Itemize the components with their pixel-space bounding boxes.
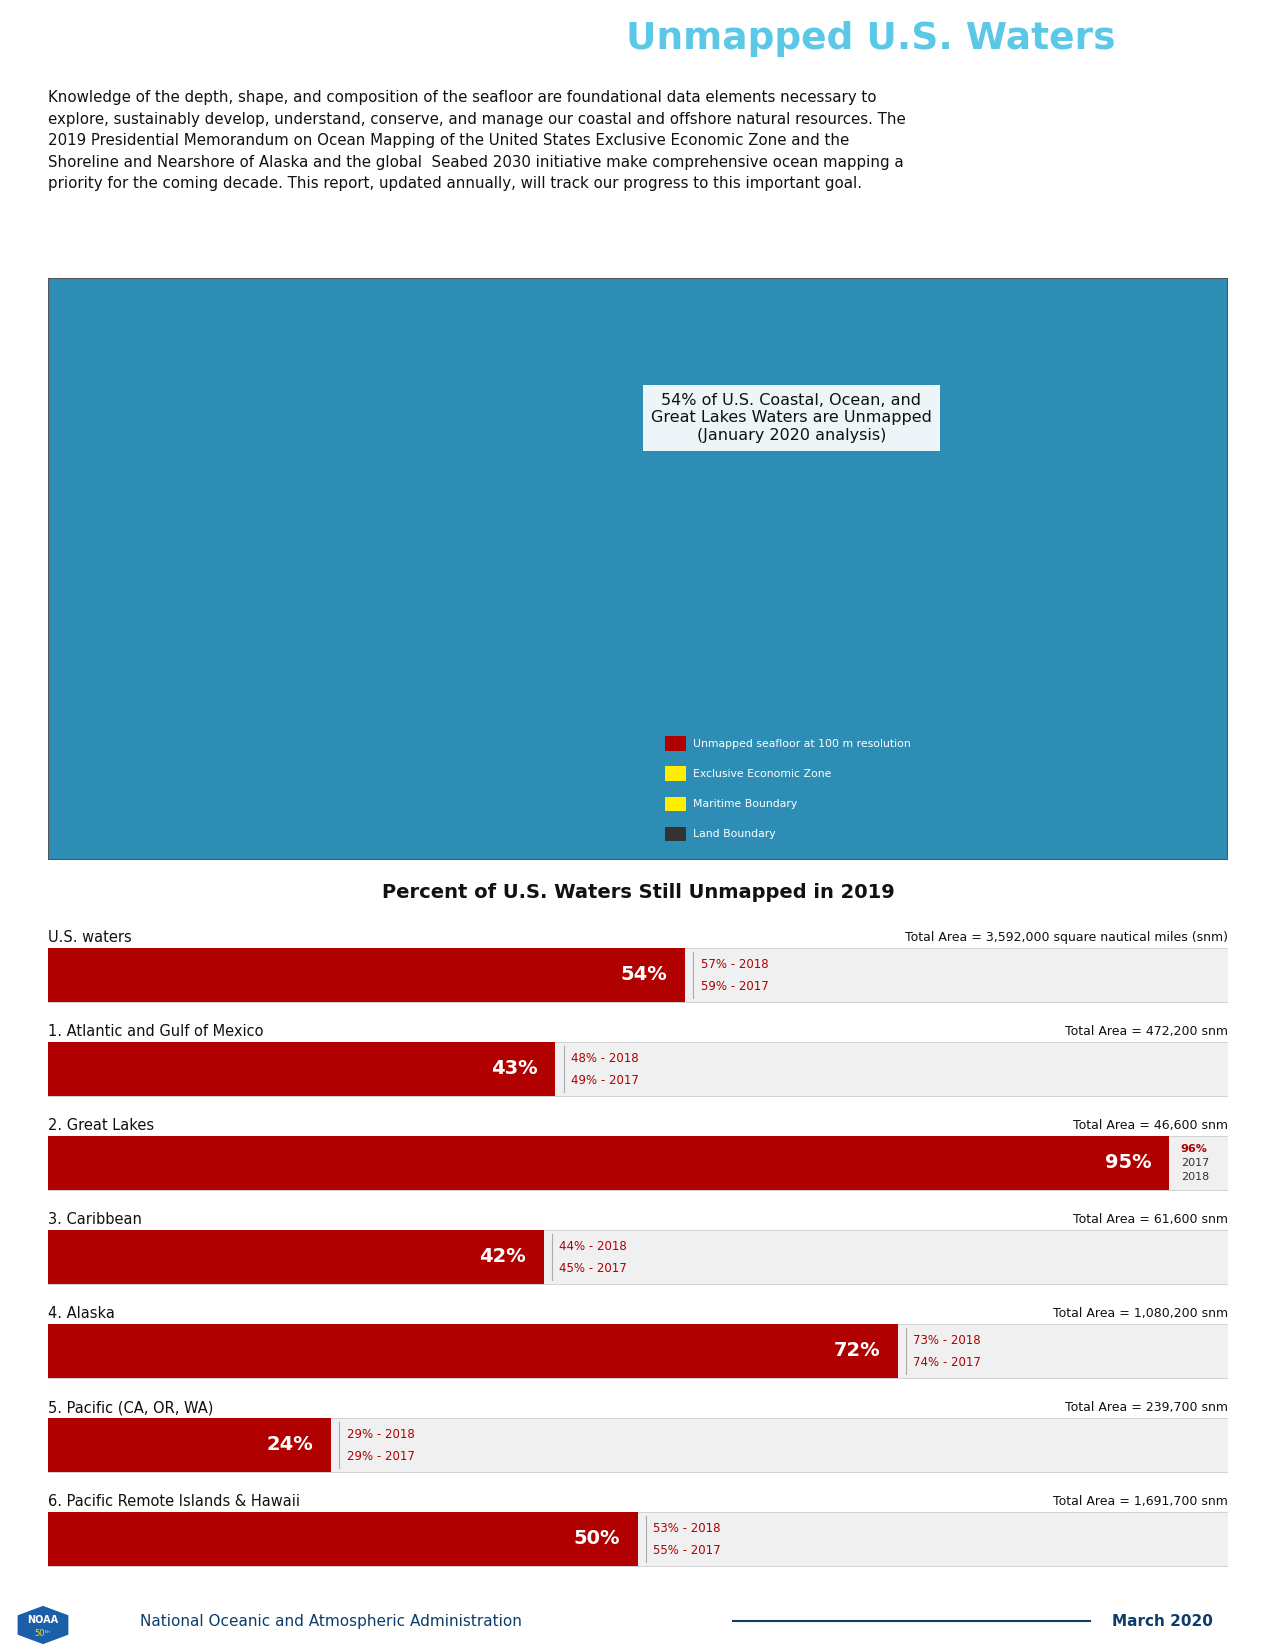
Text: Total Area = 61,600 snm: Total Area = 61,600 snm — [1074, 1213, 1228, 1226]
Text: 6. Pacific Remote Islands & Hawaii: 6. Pacific Remote Islands & Hawaii — [48, 1495, 300, 1510]
Text: 5. Pacific (CA, OR, WA): 5. Pacific (CA, OR, WA) — [48, 1401, 213, 1416]
Text: Knowledge of the depth, shape, and composition of the seafloor are foundational : Knowledge of the depth, shape, and compo… — [48, 91, 905, 191]
Text: PROGRESS REPORT:: PROGRESS REPORT: — [176, 21, 621, 58]
Text: 59% - 2017: 59% - 2017 — [700, 980, 769, 993]
Text: Percent of U.S. Waters Still Unmapped in 2019: Percent of U.S. Waters Still Unmapped in… — [381, 883, 894, 903]
Text: Total Area = 472,200 snm: Total Area = 472,200 snm — [1065, 1025, 1228, 1038]
Bar — [666, 827, 686, 842]
Bar — [48, 1419, 332, 1472]
Text: 73% - 2018: 73% - 2018 — [913, 1335, 980, 1346]
Text: 74% - 2017: 74% - 2017 — [913, 1356, 980, 1370]
Bar — [48, 1513, 638, 1566]
Text: U.S. waters: U.S. waters — [48, 931, 131, 945]
Text: Total Area = 46,600 snm: Total Area = 46,600 snm — [1074, 1119, 1228, 1132]
Text: Total Area = 3,592,000 square nautical miles (snm): Total Area = 3,592,000 square nautical m… — [905, 931, 1228, 944]
Text: 48% - 2018: 48% - 2018 — [571, 1053, 639, 1064]
Text: 54%: 54% — [621, 965, 668, 985]
Bar — [666, 766, 686, 780]
Text: NOAA: NOAA — [28, 1615, 59, 1625]
Text: 44% - 2018: 44% - 2018 — [558, 1241, 627, 1252]
Text: 2. Great Lakes: 2. Great Lakes — [48, 1119, 154, 1134]
Text: 72%: 72% — [834, 1341, 880, 1361]
Text: Land Boundary: Land Boundary — [694, 830, 776, 840]
Text: 42%: 42% — [479, 1247, 525, 1267]
Text: Unmapped seafloor at 100 m resolution: Unmapped seafloor at 100 m resolution — [694, 739, 912, 749]
Text: 95%: 95% — [1104, 1153, 1151, 1173]
Text: 54% of U.S. Coastal, Ocean, and
Great Lakes Waters are Unmapped
(January 2020 an: 54% of U.S. Coastal, Ocean, and Great La… — [652, 393, 932, 442]
Bar — [48, 1043, 556, 1096]
Text: 50ᵗʰ: 50ᵗʰ — [34, 1629, 51, 1638]
Bar — [666, 797, 686, 812]
Text: March 2020: March 2020 — [1112, 1614, 1213, 1629]
Text: 50%: 50% — [574, 1530, 621, 1548]
Bar — [48, 1231, 543, 1284]
Text: 43%: 43% — [491, 1059, 538, 1079]
Text: 24%: 24% — [266, 1436, 314, 1455]
Text: 1. Atlantic and Gulf of Mexico: 1. Atlantic and Gulf of Mexico — [48, 1025, 264, 1040]
Text: Exclusive Economic Zone: Exclusive Economic Zone — [694, 769, 831, 779]
Text: 55% - 2017: 55% - 2017 — [653, 1544, 720, 1558]
Text: 29% - 2017: 29% - 2017 — [347, 1450, 414, 1464]
Text: 2017: 2017 — [1181, 1158, 1209, 1168]
Text: 3. Caribbean: 3. Caribbean — [48, 1213, 142, 1228]
Text: National Oceanic and Atmospheric Administration: National Oceanic and Atmospheric Adminis… — [140, 1614, 523, 1629]
Text: Total Area = 1,691,700 snm: Total Area = 1,691,700 snm — [1053, 1495, 1228, 1508]
Text: Unmapped U.S. Waters: Unmapped U.S. Waters — [626, 21, 1116, 58]
Text: 96%: 96% — [1181, 1143, 1207, 1153]
Text: Total Area = 1,080,200 snm: Total Area = 1,080,200 snm — [1053, 1307, 1228, 1320]
Bar — [48, 1325, 898, 1378]
Text: Maritime Boundary: Maritime Boundary — [694, 799, 798, 808]
Text: 45% - 2017: 45% - 2017 — [558, 1262, 627, 1275]
Text: 2018: 2018 — [1181, 1172, 1209, 1181]
Text: 49% - 2017: 49% - 2017 — [571, 1074, 639, 1087]
Bar — [666, 736, 686, 751]
Text: 29% - 2018: 29% - 2018 — [347, 1427, 414, 1440]
Text: 57% - 2018: 57% - 2018 — [700, 959, 768, 972]
Text: 4. Alaska: 4. Alaska — [48, 1307, 115, 1322]
Bar — [48, 949, 685, 1002]
Polygon shape — [18, 1607, 68, 1643]
Text: 53% - 2018: 53% - 2018 — [653, 1521, 720, 1535]
Text: Total Area = 239,700 snm: Total Area = 239,700 snm — [1065, 1401, 1228, 1414]
